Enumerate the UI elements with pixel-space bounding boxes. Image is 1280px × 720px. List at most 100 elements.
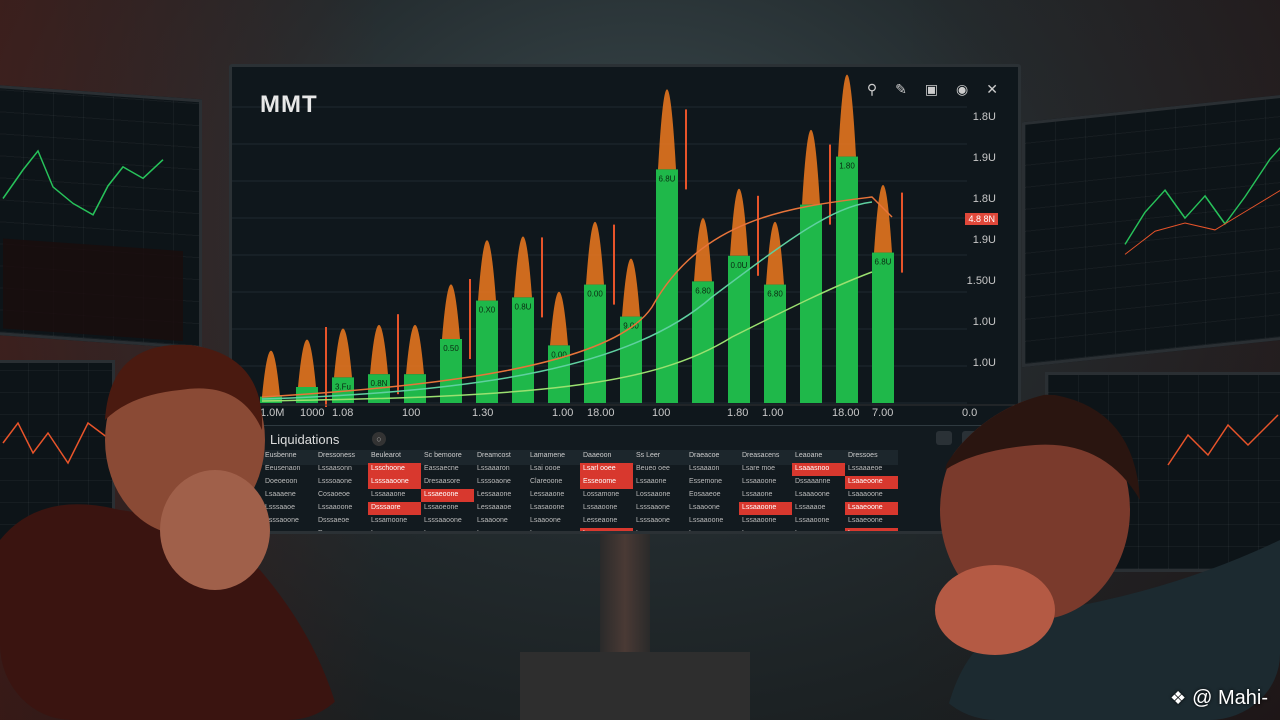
table-cell: Lsssoaone: [477, 478, 511, 485]
y-tick-label: 1.50U: [966, 275, 996, 287]
column-header[interactable]: Dressoes: [845, 450, 898, 465]
x-tick-label: 1.00: [762, 407, 784, 419]
table-cell: Doeoeoon: [265, 478, 298, 485]
table-cell: Lssaeoone: [421, 489, 474, 502]
bar-label: 6.8U: [875, 258, 892, 267]
column-header[interactable]: Dressoness: [315, 450, 368, 465]
close-icon[interactable]: ✕: [986, 81, 998, 97]
column-header[interactable]: Ss Leer: [633, 450, 686, 465]
table-cell: Clareoone: [530, 478, 563, 485]
bar: [512, 297, 534, 403]
table-row[interactable]: Lessaaone Dssaaaoe Lsaaaoone Lssaeoone Lsaaa…: [262, 528, 1018, 534]
table-cell: Lsai oooe: [530, 465, 561, 472]
table-cell: Lsssaaoone: [424, 517, 462, 524]
table-cell: Lsssaaone: [636, 517, 670, 524]
column-header[interactable]: Lamamene: [527, 450, 580, 465]
table-row[interactable]: Eeusenaon Lssaasonn Lsschoone Eassaecne Lssa…: [262, 463, 1018, 476]
table-cell: Eeusenaon: [265, 465, 301, 472]
table-cell: Lessaaone: [530, 491, 565, 498]
info-icon[interactable]: ○: [372, 432, 386, 446]
flame: [514, 236, 532, 298]
bar: [404, 374, 426, 403]
liquidations-panel: Liquidations ○ Eusbenne Dressoness Beulear…: [232, 425, 1018, 534]
flame: [838, 74, 856, 157]
column-header[interactable]: Beulearot: [368, 450, 421, 465]
person-right: [935, 394, 1280, 720]
table-cell: Lsseaoone: [689, 530, 724, 534]
x-tick-label: 18.00: [587, 407, 615, 419]
table-cell: Lsaaoone: [530, 517, 561, 524]
column-header[interactable]: Leaoane: [792, 450, 845, 465]
table-cell: Lessaaone: [477, 491, 512, 498]
table-cell: Lsschoone: [368, 463, 421, 476]
bar-label: 6.8U: [659, 174, 676, 183]
table-row[interactable]: Lsssaoone Dsssaeoe Lssamoone Lsssaaoone Lsaa…: [262, 515, 1018, 528]
flame: [262, 350, 280, 397]
column-header[interactable]: Eusbenne: [262, 450, 315, 465]
table-cell: Lsarl ooee: [580, 463, 633, 476]
bar-label: 0.0U: [731, 261, 748, 270]
column-header[interactable]: Draeacoe: [686, 450, 739, 465]
table-cell: Lssaaaone: [636, 530, 671, 534]
table-cell: Cosaoeoe: [318, 491, 350, 498]
settings-icon[interactable]: ◉: [956, 81, 969, 97]
export-icon[interactable]: [936, 431, 952, 445]
table-cell: Eassaecne: [424, 465, 459, 472]
table-header: Eusbenne Dressoness Beulearot Sc bemoore Dre…: [262, 450, 1018, 465]
bar: [476, 300, 498, 403]
table-row[interactable]: Lsssaaoe Lssaaoone Dsssaore Lssaoeone Lessaa…: [262, 502, 1018, 515]
flame: [730, 188, 748, 256]
bar-label: 6.80: [767, 290, 783, 299]
table-cell: Lssaoeone: [424, 504, 459, 511]
table-cell: Lessaaaoe: [477, 504, 512, 511]
bar-label: 0.00: [551, 350, 567, 359]
column-header[interactable]: Daaeoon: [580, 450, 633, 465]
table-cell: Lossaaone: [636, 491, 671, 498]
y-tick-label: 1.9U: [972, 234, 996, 246]
table-cell: Lssaaaon: [689, 465, 720, 472]
y-tick-label: 1.8U: [972, 111, 996, 123]
search-icon[interactable]: ⚲: [866, 81, 878, 97]
x-tick-label: 100: [402, 407, 421, 419]
table-row[interactable]: Doeoeoon Lsssoaone Lsssaaoone Dresaasore Lss…: [262, 476, 1018, 489]
flame: [298, 339, 316, 387]
table-cell: Lsasaoone: [530, 504, 565, 511]
person-left: [0, 344, 340, 720]
table-cell: Lsssaoone: [265, 517, 299, 524]
x-tick-label: 1.00: [552, 407, 574, 419]
price-tag: 4.8 8N: [965, 213, 998, 225]
x-tick-label: 0.0: [962, 407, 978, 419]
x-tick-label: 1.0M: [260, 407, 285, 419]
table-cell: Lssaaaone: [371, 491, 406, 498]
layers-icon[interactable]: ▣: [924, 81, 939, 97]
bar-label: 3.Fu: [335, 382, 351, 391]
table-cell: Lssaeoone: [424, 530, 459, 534]
x-tick-label: 1000: [300, 407, 325, 419]
flame: [802, 129, 820, 205]
table-cell: Lsssoaone: [318, 478, 352, 485]
table-cell: Lsaaasnoo: [792, 463, 845, 476]
table-cell: Beueo oee: [636, 465, 670, 472]
column-header[interactable]: Dreamcost: [474, 450, 527, 465]
liquidations-table: Eusbenne Dressoness Beulearot Sc bemoore Dre…: [262, 450, 1018, 534]
table-cell: Lssaaoone: [689, 517, 724, 524]
bar-label: 0.50: [443, 344, 459, 353]
table-cell: Lsaaaoone: [580, 528, 633, 531]
table-cell: Lssaaone: [636, 478, 667, 485]
bar-label: 1.80: [839, 162, 855, 171]
chart-toolbar: ⚲ ✎ ▣ ◉ ✕: [867, 81, 998, 98]
trend-line: [261, 196, 893, 398]
table-cell: Lssaaaoe: [795, 504, 826, 511]
table-cell: Lssaaoone: [742, 478, 777, 485]
ticker-title: MMT: [260, 91, 318, 118]
table-cell: Lsaaaoone: [371, 530, 406, 534]
pen-icon[interactable]: ✎: [895, 81, 907, 97]
column-header[interactable]: Sc bemoore: [421, 450, 474, 465]
flame: [586, 221, 604, 285]
table-cell: Lesseaone: [583, 517, 618, 524]
column-header[interactable]: Dreasacens: [739, 450, 792, 465]
bar-label: 0.00: [587, 290, 603, 299]
table-cell: Esseoome: [580, 476, 633, 489]
table-row[interactable]: Lsaaaene Cosaoeoe Lssaaaone Lssaeoone Lessaa…: [262, 489, 1018, 502]
flame: [478, 240, 496, 301]
